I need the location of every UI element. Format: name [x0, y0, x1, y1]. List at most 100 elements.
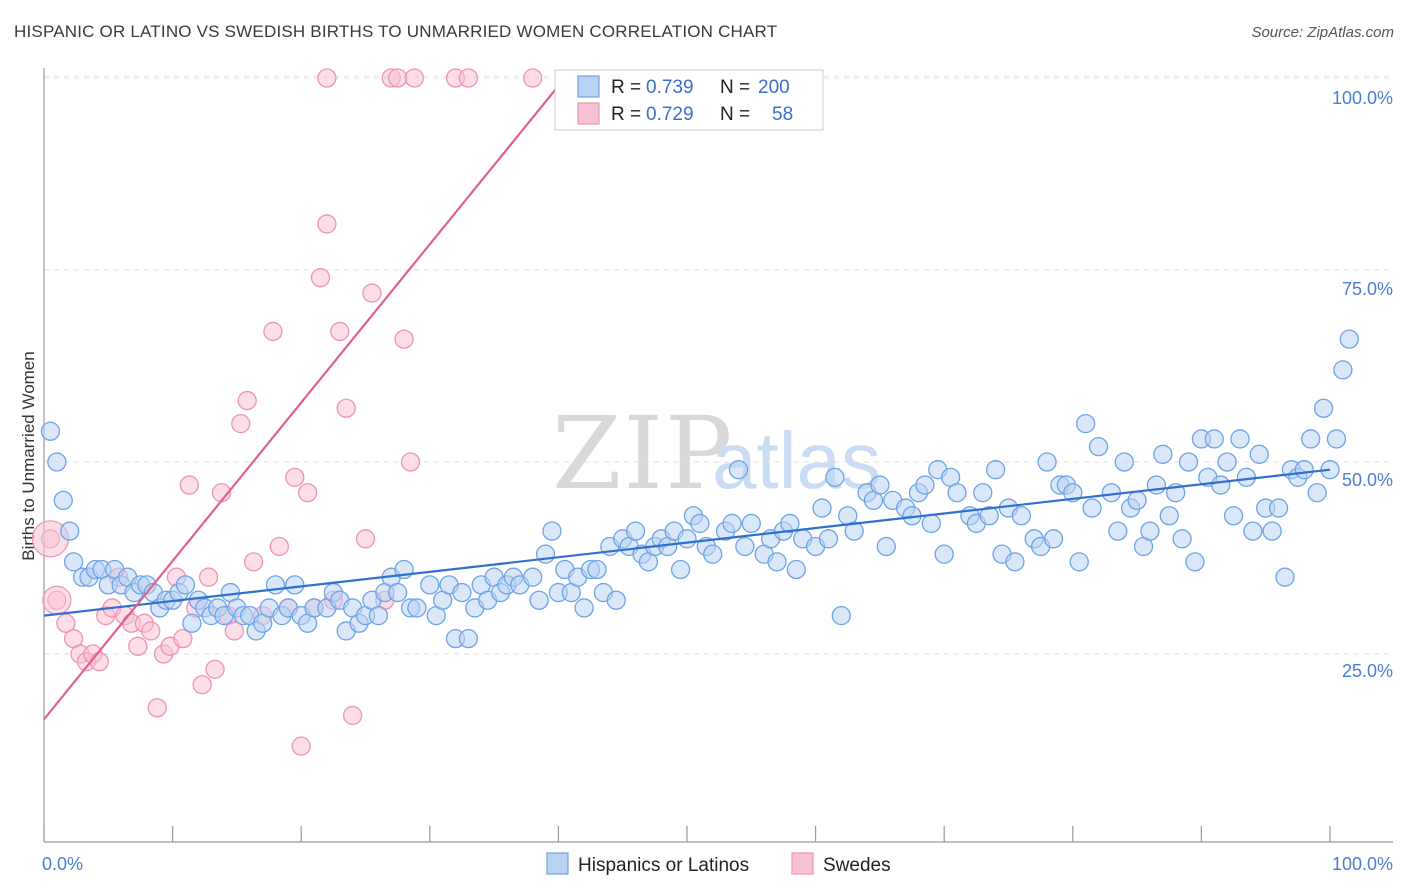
data-point: [831, 605, 851, 626]
data-point: [722, 513, 742, 534]
data-point: [317, 68, 337, 88]
data-point: [128, 636, 148, 656]
data-point: [1333, 360, 1353, 380]
data-point: [141, 621, 161, 641]
data-point: [452, 582, 472, 603]
data-point: [342, 705, 363, 726]
data-point: [89, 652, 109, 672]
data-point: [870, 475, 890, 495]
data-point: [1153, 444, 1173, 464]
data-point: [1243, 521, 1263, 541]
data-point: [237, 390, 257, 411]
data-point: [529, 590, 549, 610]
data-point: [60, 521, 80, 541]
data-point: [915, 475, 935, 495]
data-point: [387, 68, 408, 88]
trend-lines: [43, 77, 1331, 720]
data-point: [175, 575, 196, 595]
data-point: [458, 628, 479, 649]
data-point: [728, 460, 749, 480]
data-point: [1069, 552, 1089, 572]
data-point: [1275, 567, 1295, 587]
data-point: [420, 575, 440, 595]
data-point: [1037, 452, 1057, 472]
data-point: [1088, 436, 1109, 457]
data-point: [404, 68, 425, 88]
data-point: [767, 552, 787, 572]
data-point: [205, 659, 225, 680]
data-point: [921, 513, 941, 534]
bottom-legend-label-swedes: Swedes: [823, 855, 891, 876]
data-point: [310, 268, 331, 288]
legend-r-value: 0.739: [646, 77, 694, 98]
data-point: [407, 598, 427, 618]
data-point: [265, 575, 286, 595]
data-point: [56, 613, 76, 633]
data-point: [147, 698, 167, 718]
legend-n-label: N =: [720, 104, 750, 125]
data-point: [973, 483, 993, 503]
data-point: [818, 529, 839, 549]
data-point: [63, 552, 84, 572]
correlation-legend: R = 0.739 N = 200 R = 0.729 N = 58: [554, 69, 824, 131]
bottom-legend-swatch-swedes: [791, 852, 814, 875]
data-point: [587, 559, 607, 580]
data-point: [1223, 506, 1244, 526]
data-point: [285, 575, 305, 595]
legend-swatch-hispanics: [577, 75, 600, 98]
legend-r-label: R =: [611, 77, 641, 98]
data-point: [182, 613, 202, 633]
data-point: [291, 736, 311, 756]
trend-line: [43, 468, 1331, 617]
data-point: [1307, 483, 1327, 503]
data-point: [1140, 521, 1160, 541]
data-point: [224, 621, 244, 641]
bottom-legend-swatch-hispanics: [546, 852, 569, 875]
data-point: [1230, 429, 1250, 449]
data-point: [844, 521, 864, 541]
data-point: [1043, 529, 1064, 549]
data-point: [523, 567, 543, 587]
data-point: [934, 544, 954, 564]
data-point: [1172, 529, 1192, 549]
data-point: [1011, 506, 1032, 526]
data-point: [387, 582, 408, 603]
legend-n-value: 58: [772, 104, 793, 125]
data-point: [394, 329, 414, 349]
data-point: [812, 498, 832, 518]
legend-n-label: N =: [720, 77, 750, 98]
data-point: [1076, 413, 1096, 434]
data-point: [285, 467, 305, 488]
data-point: [1082, 498, 1102, 518]
data-point: [1339, 329, 1359, 349]
legend-r-value: 0.729: [646, 104, 694, 125]
data-point: [336, 398, 356, 418]
legend-n-value: 200: [758, 77, 790, 98]
data-point: [825, 467, 845, 488]
data-point: [780, 513, 800, 534]
data-point: [979, 506, 999, 526]
data-point: [670, 559, 691, 580]
data-point: [1294, 460, 1314, 480]
series-legend: Hispanics or Latinos Swedes: [546, 852, 891, 876]
data-point: [192, 675, 212, 695]
data-point: [947, 483, 967, 503]
data-point: [741, 513, 761, 534]
data-point: [1005, 552, 1025, 572]
x-tick-label-left: 0.0%: [42, 854, 83, 874]
data-point: [40, 421, 61, 441]
data-point: [1249, 444, 1269, 464]
series-hispanics-points: [40, 329, 1359, 649]
data-point: [786, 559, 806, 580]
data-point: [269, 536, 289, 557]
data-point: [1262, 521, 1282, 541]
data-point: [985, 460, 1006, 480]
data-point: [1217, 452, 1237, 472]
data-point: [53, 490, 73, 511]
y-tick-label: 25.0%: [1342, 661, 1393, 681]
data-point: [263, 321, 283, 342]
data-point: [355, 529, 376, 549]
data-point: [1301, 429, 1321, 449]
data-point: [1211, 475, 1231, 495]
